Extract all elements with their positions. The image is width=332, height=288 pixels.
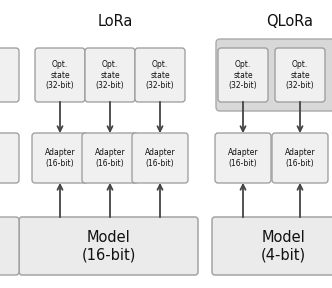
Text: Opt.
state
(32-bit): Opt. state (32-bit) xyxy=(46,60,74,90)
Text: Adapter
(16-bit): Adapter (16-bit) xyxy=(95,148,125,168)
FancyBboxPatch shape xyxy=(132,133,188,183)
Text: Opt.
state
(32-bit): Opt. state (32-bit) xyxy=(96,60,124,90)
Text: LoRa: LoRa xyxy=(97,14,133,29)
FancyBboxPatch shape xyxy=(135,48,185,102)
FancyBboxPatch shape xyxy=(216,39,332,111)
Text: Adapter
(16-bit): Adapter (16-bit) xyxy=(45,148,75,168)
FancyBboxPatch shape xyxy=(32,133,88,183)
FancyBboxPatch shape xyxy=(0,217,19,275)
FancyBboxPatch shape xyxy=(35,48,85,102)
Text: Adapter
(16-bit): Adapter (16-bit) xyxy=(228,148,258,168)
FancyBboxPatch shape xyxy=(218,48,268,102)
Text: Adapter
(16-bit): Adapter (16-bit) xyxy=(285,148,315,168)
FancyBboxPatch shape xyxy=(215,133,271,183)
Text: Opt.
state
(32-bit): Opt. state (32-bit) xyxy=(146,60,174,90)
Text: QLoRa: QLoRa xyxy=(267,14,313,29)
FancyBboxPatch shape xyxy=(82,133,138,183)
FancyBboxPatch shape xyxy=(85,48,135,102)
FancyBboxPatch shape xyxy=(272,133,328,183)
Text: Opt.
state
(32-bit): Opt. state (32-bit) xyxy=(229,60,257,90)
FancyBboxPatch shape xyxy=(212,217,332,275)
Text: Model
(16-bit): Model (16-bit) xyxy=(81,230,136,262)
Text: Opt.
state
(32-bit): Opt. state (32-bit) xyxy=(286,60,314,90)
Text: Adapter
(16-bit): Adapter (16-bit) xyxy=(145,148,175,168)
FancyBboxPatch shape xyxy=(275,48,325,102)
FancyBboxPatch shape xyxy=(19,217,198,275)
FancyBboxPatch shape xyxy=(0,48,19,102)
FancyBboxPatch shape xyxy=(0,133,19,183)
Text: Model
(4-bit): Model (4-bit) xyxy=(261,230,306,262)
